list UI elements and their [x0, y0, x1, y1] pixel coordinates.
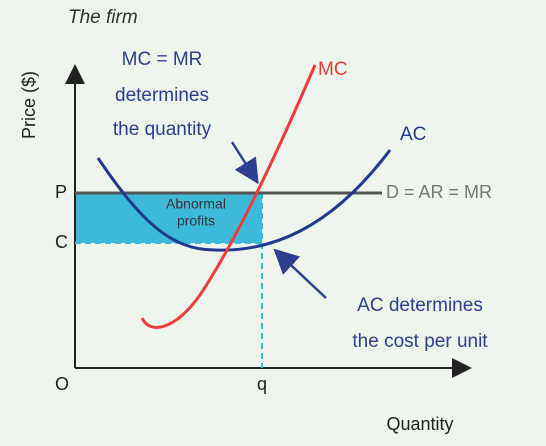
ac-curve — [96, 149, 392, 252]
c-label: C — [55, 232, 68, 252]
annotation: MC = MR — [122, 49, 203, 70]
arrow — [273, 248, 327, 299]
p-label: P — [55, 182, 67, 202]
annotation: AC determines — [357, 295, 483, 316]
profit-area — [75, 193, 262, 243]
mc-curve — [140, 64, 317, 329]
arrow — [230, 141, 259, 185]
x-axis-label: Quantity — [386, 414, 453, 434]
annotation: the cost per unit — [352, 331, 488, 352]
annotation: the quantity — [113, 119, 212, 140]
q-label: q — [257, 374, 267, 394]
origin-label: O — [55, 374, 69, 394]
ac-label: AC — [400, 124, 426, 145]
demand-label: D = AR = MR — [386, 182, 492, 202]
region-label: Abnormal — [166, 196, 226, 212]
region-label: profits — [177, 213, 215, 229]
annotation: determines — [115, 85, 209, 106]
title: The firm — [68, 7, 138, 28]
y-axis-label: Price ($) — [19, 71, 39, 139]
mc-label: MC — [318, 59, 348, 80]
